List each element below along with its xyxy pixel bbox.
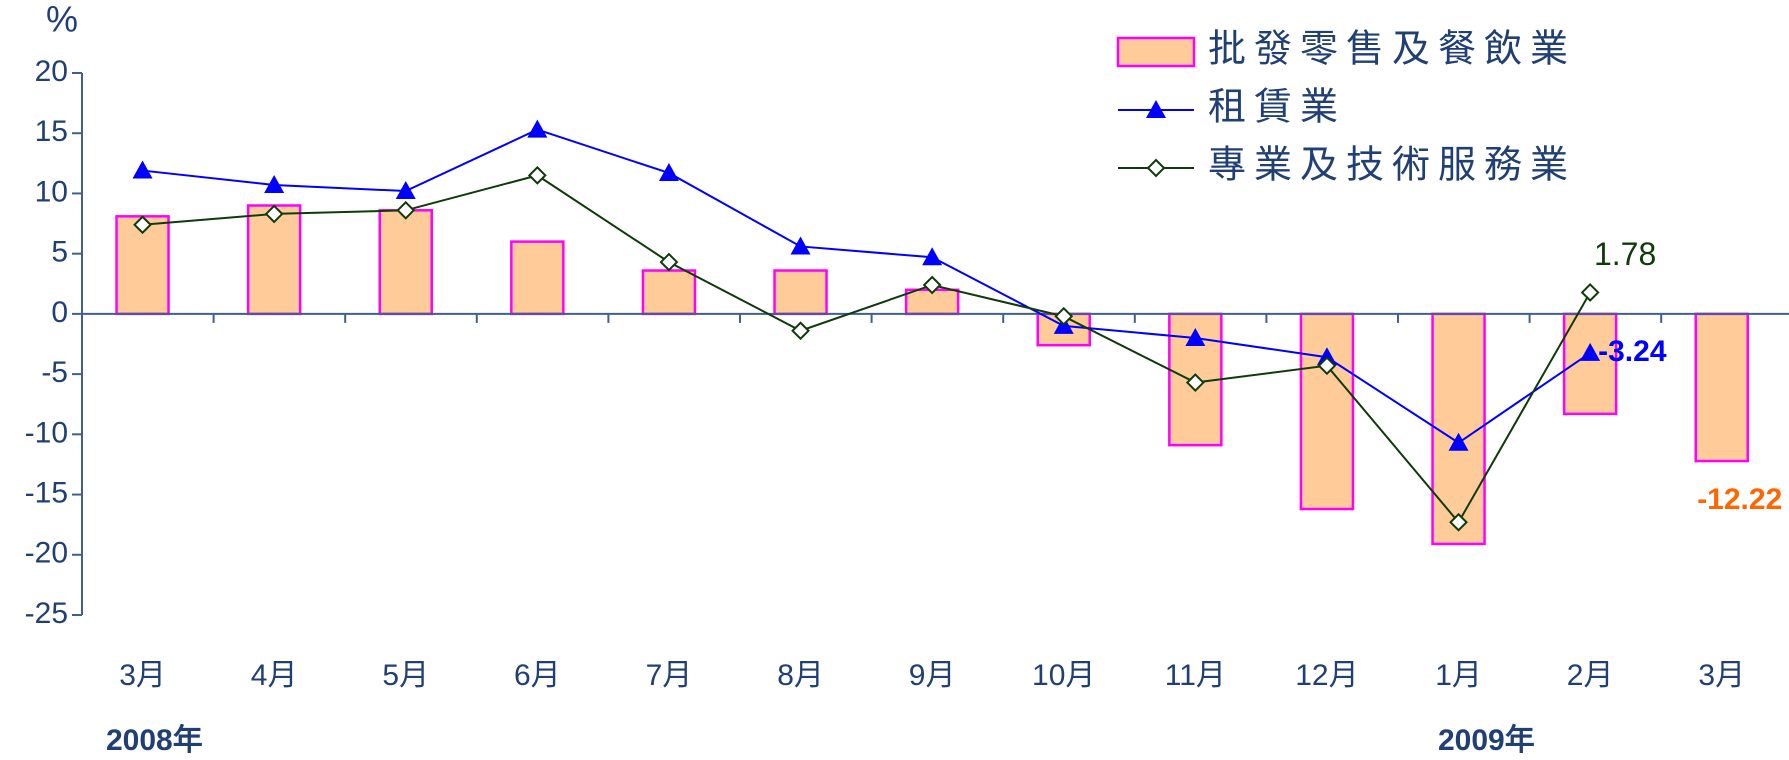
bar (1299, 312, 1355, 511)
data-label: 1.78 (1594, 236, 1656, 272)
marker (658, 162, 679, 181)
x-tick-label: 8月 (777, 659, 824, 692)
marker (922, 247, 943, 266)
marker (1317, 356, 1337, 376)
y-tick-label: -15 (25, 476, 68, 509)
x-tick-label: 12月 (1295, 659, 1358, 692)
marker (1448, 432, 1469, 451)
marker (659, 252, 679, 272)
legend-label: 租賃業 (1208, 85, 1346, 129)
y-tick-label: 20 (35, 55, 68, 88)
x-tick-label: 2月 (1567, 659, 1614, 692)
data-label: -12.22 (1697, 483, 1782, 516)
legend-label: 批發零售及餐飲業 (1208, 27, 1576, 71)
marker (791, 321, 810, 341)
year-label: 2009年 (1438, 724, 1535, 757)
line (142, 174, 1592, 524)
marker (790, 236, 811, 255)
line (142, 128, 1591, 444)
legend-marker (1146, 100, 1166, 118)
bar (378, 209, 433, 316)
x-tick-label: 5月 (382, 659, 429, 692)
x-tick-label: 1月 (1435, 659, 1482, 692)
marker (1580, 342, 1601, 361)
marker (396, 200, 416, 220)
marker (527, 119, 548, 138)
bar (641, 269, 697, 316)
bar (1694, 312, 1749, 463)
marker (132, 160, 153, 179)
x-tick-label: 3月 (1698, 659, 1745, 692)
marker (527, 165, 547, 185)
marker (133, 215, 152, 235)
data-label: -3.24 (1598, 335, 1667, 368)
y-tick-label: 15 (35, 115, 68, 148)
y-tick-label: -5 (41, 356, 68, 389)
bar (1431, 312, 1486, 546)
bar (246, 204, 302, 316)
marker (1185, 327, 1206, 346)
y-tick-label: -25 (25, 597, 68, 630)
year-label: 2008年 (106, 724, 203, 757)
y-tick-label: 5 (51, 236, 68, 269)
y-tick-label: 0 (51, 296, 68, 329)
bar (773, 269, 828, 316)
x-tick-label: 3月 (119, 659, 166, 692)
y-tick-label: 10 (35, 175, 68, 208)
x-tick-label: 7月 (646, 659, 693, 692)
marker (1580, 283, 1600, 302)
y-tick-label: -10 (25, 416, 68, 449)
marker (1316, 347, 1337, 366)
x-tick-label: 11月 (1165, 659, 1226, 692)
legend-swatch (1116, 36, 1196, 68)
marker (395, 181, 416, 200)
marker (1185, 373, 1205, 392)
marker (922, 275, 942, 295)
legend-marker (1146, 158, 1166, 178)
x-tick-label: 6月 (514, 659, 561, 692)
bar (510, 240, 565, 316)
y-unit: % (46, 0, 78, 40)
legend-label: 專業及技術服務業 (1208, 143, 1576, 187)
x-tick-label: 10月 (1032, 659, 1095, 692)
y-tick-label: -20 (25, 537, 68, 570)
marker (264, 175, 285, 194)
marker (1054, 306, 1074, 326)
marker (1449, 512, 1468, 532)
marker (264, 204, 284, 224)
x-tick-label: 4月 (251, 659, 298, 692)
x-tick-label: 9月 (909, 659, 956, 692)
